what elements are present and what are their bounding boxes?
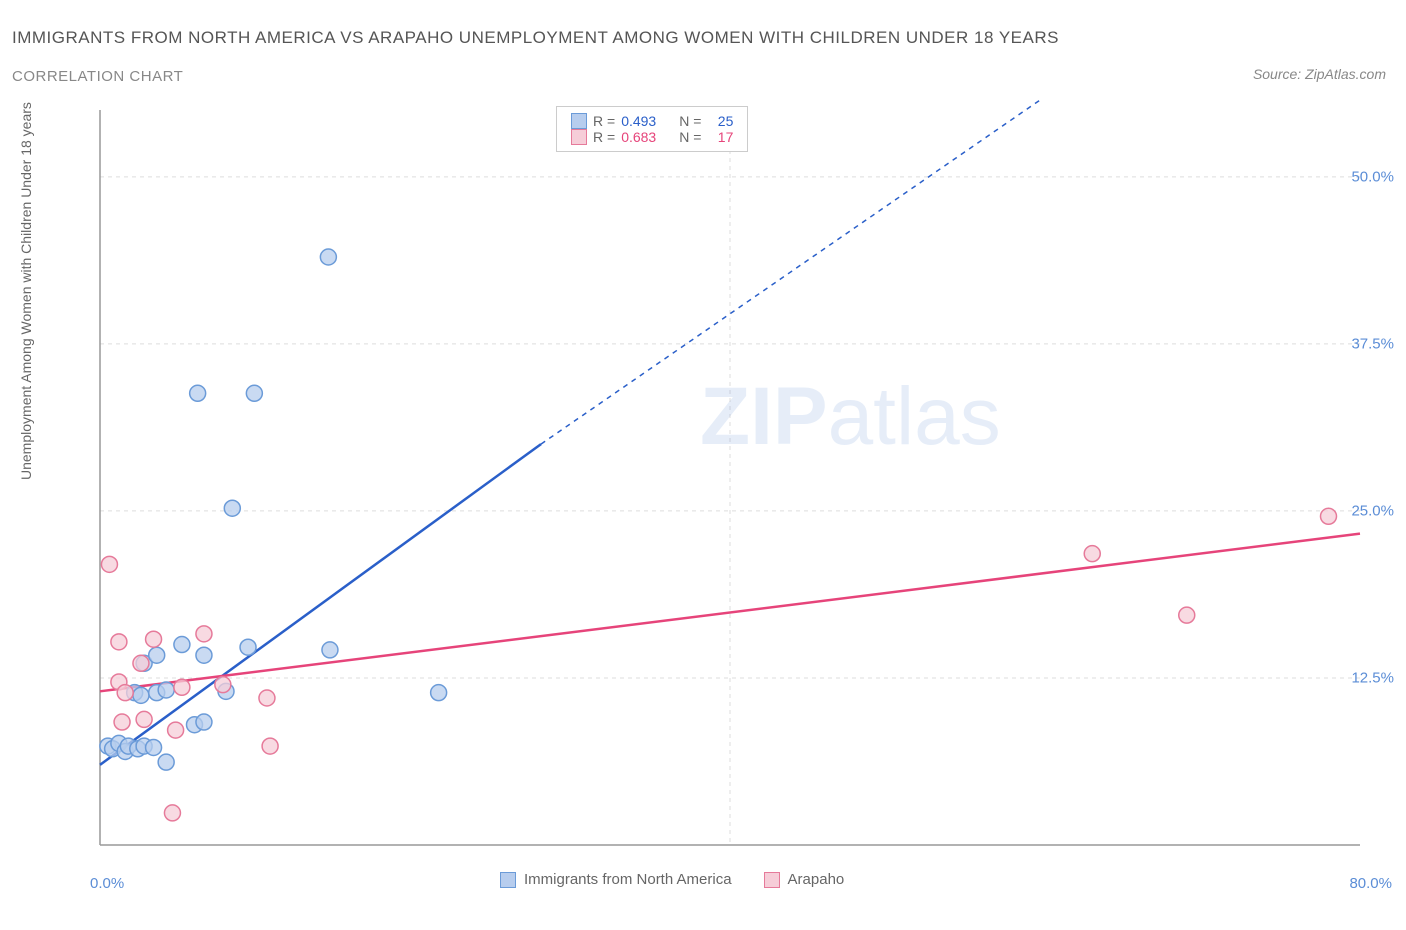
- y-tick-label: 12.5%: [1351, 669, 1394, 686]
- legend-series-name: Arapaho: [788, 871, 845, 888]
- legend-correlation-row: R = 0.493 N = 25: [571, 113, 733, 129]
- legend-swatch: [500, 872, 516, 888]
- source-label: Source: ZipAtlas.com: [1253, 66, 1386, 82]
- legend-swatch: [764, 872, 780, 888]
- legend-swatch: [571, 113, 587, 129]
- correlation-legend-box: R = 0.493 N = 25 R = 0.683 N = 17: [556, 106, 748, 152]
- legend-correlation-row: R = 0.683 N = 17: [571, 129, 733, 145]
- y-axis-label: Unemployment Among Women with Children U…: [18, 102, 34, 480]
- bottom-legend: Immigrants from North America Arapaho: [500, 871, 844, 888]
- y-tick-label: 37.5%: [1351, 335, 1394, 352]
- legend-swatch: [571, 129, 587, 145]
- bottom-legend-item: Arapaho: [764, 871, 845, 888]
- bottom-legend-item: Immigrants from North America: [500, 871, 732, 888]
- y-tick-label: 50.0%: [1351, 168, 1394, 185]
- legend-series-name: Immigrants from North America: [524, 871, 732, 888]
- watermark-light: atlas: [828, 371, 1001, 462]
- watermark: ZIPatlas: [700, 370, 1001, 464]
- chart-plot-area: [60, 100, 1380, 860]
- scatter-chart-svg: [60, 100, 1380, 860]
- x-tick-max: 80.0%: [1349, 875, 1392, 892]
- x-tick-min: 0.0%: [90, 875, 124, 892]
- chart-subtitle: CORRELATION CHART: [12, 68, 183, 85]
- y-tick-label: 25.0%: [1351, 502, 1394, 519]
- chart-title: IMMIGRANTS FROM NORTH AMERICA VS ARAPAHO…: [12, 28, 1059, 48]
- watermark-bold: ZIP: [700, 371, 828, 462]
